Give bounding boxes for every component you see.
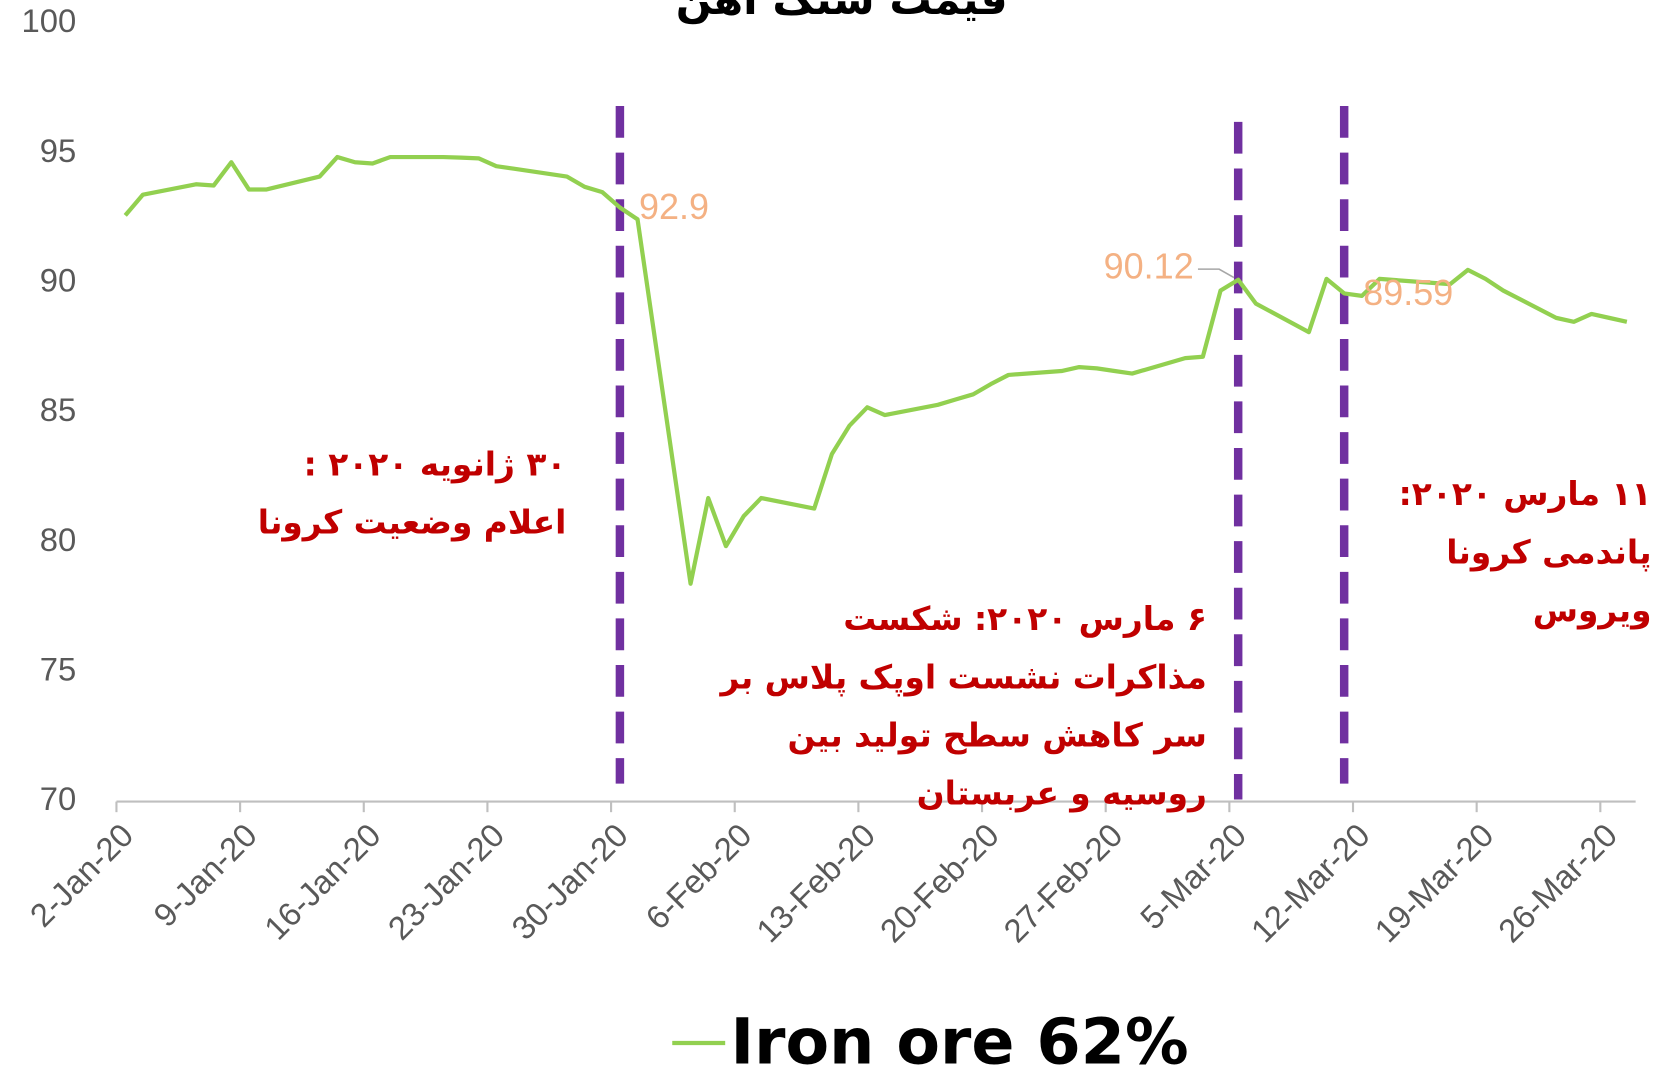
chart-title: قیمت سنگ آهن <box>676 0 1008 25</box>
data-label: 89.59 <box>1363 272 1453 313</box>
data-label: 92.9 <box>639 186 709 227</box>
legend-label: Iron ore 62% <box>730 1005 1188 1077</box>
x-tick-label: 23-Jan-20 <box>381 816 512 947</box>
annotation: ویروس <box>1533 592 1652 631</box>
x-tick-label: 2-Jan-20 <box>23 816 141 934</box>
annotation: ۱۱ مارس ۲۰۲۰: <box>1399 475 1652 513</box>
annotation: اعلام وضعیت کرونا <box>258 504 567 543</box>
x-tick-label: 19-Mar-20 <box>1367 816 1500 949</box>
y-tick-label: 80 <box>40 521 76 558</box>
x-tick-label: 27-Feb-20 <box>996 816 1129 949</box>
y-tick-label: 95 <box>40 132 76 169</box>
annotation: مذاکرات نشست اوپک پلاس بر <box>719 658 1207 697</box>
annotation: ۶ مارس ۲۰۲۰: شکست <box>843 600 1207 638</box>
x-tick-label: 26-Mar-20 <box>1491 816 1624 949</box>
series-line <box>123 154 1628 586</box>
x-tick-label: 5-Mar-20 <box>1133 816 1253 936</box>
y-tick-label: 85 <box>40 391 76 428</box>
annotation: ۳۰ ژانویه ۲۰۲۰ : <box>304 445 567 483</box>
x-tick-label: 13-Feb-20 <box>749 816 882 949</box>
x-tick-label: 9-Jan-20 <box>146 816 264 934</box>
data-label: 90.12 <box>1104 246 1194 287</box>
x-tick-label: 6-Feb-20 <box>638 816 758 936</box>
y-tick-label: 100 <box>21 2 76 39</box>
label-leader <box>1197 268 1235 279</box>
y-tick-label: 70 <box>40 780 76 817</box>
x-tick-label: 16-Jan-20 <box>257 816 388 947</box>
x-tick-label: 12-Mar-20 <box>1244 816 1377 949</box>
annotation: سر کاهش سطح تولید بین <box>787 717 1206 755</box>
y-tick-label: 90 <box>40 262 76 299</box>
annotation: روسیه و عربستان <box>917 775 1207 814</box>
annotation: پاندمی کرونا <box>1446 533 1651 572</box>
y-tick-label: 75 <box>40 651 76 688</box>
x-tick-label: 30-Jan-20 <box>504 816 635 947</box>
x-tick-label: 20-Feb-20 <box>873 816 1006 949</box>
